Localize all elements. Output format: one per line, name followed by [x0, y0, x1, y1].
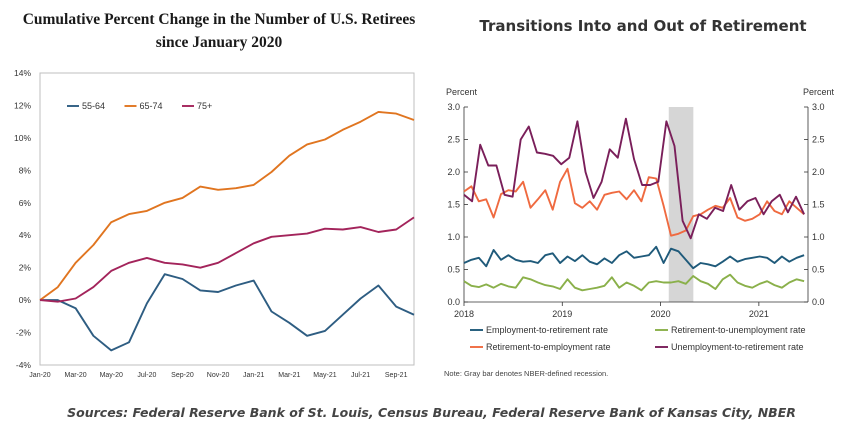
left-y-tick-label: 8%: [19, 165, 32, 175]
right-y-tick-label-left: 2.5: [447, 135, 460, 145]
series-line-55-64: [40, 273, 415, 352]
left-x-tick-label: Mar-20: [65, 372, 87, 379]
right-y-tick-label-left: 2.0: [447, 167, 460, 177]
right-y-tick-label-right: 2.5: [812, 135, 825, 145]
left-x-tick-label: Jan-21: [243, 372, 265, 379]
legend-label-employment-to-retirement-rate: Employment-to-retirement rate: [486, 325, 608, 335]
right-chart: Percent Percent 0.0 0.0 0.5 0.5 1.0 1.0 1.5 1.5 2.…: [444, 87, 835, 378]
left-x-tick-label: Mar-21: [278, 372, 300, 379]
left-y-tick-label: -4%: [16, 360, 32, 370]
right-chart-title: Transitions Into and Out of Retirement: [479, 17, 807, 35]
series-line-65-74: [39, 110, 415, 301]
sources-footer: Sources: Federal Reserve Bank of St. Lou…: [67, 405, 796, 420]
right-y-tick-label-left: 0.5: [447, 265, 460, 275]
series-line-retirement-to-unemployment-rate: [463, 273, 805, 292]
left-chart: 14% 12% 10% 8% 6% 4% 2% 0% -2% -4% Jan-20 Mar-20 May…: [14, 68, 415, 379]
left-y-tick-label: 0%: [19, 295, 32, 305]
legend-label-retirement-to-employment-rate: Retirement-to-employment rate: [486, 342, 611, 352]
right-y-tick-label-left: 3.0: [447, 102, 460, 112]
left-plot-frame: [39, 72, 415, 366]
right-y-tick-label-left: 0.0: [447, 297, 460, 307]
right-y-tick-label-left: 1.5: [447, 200, 460, 210]
left-y-tick-label: 14%: [14, 68, 31, 78]
left-x-tick-label: Sep-21: [385, 372, 408, 379]
legend-label-75: 75+: [197, 101, 212, 111]
left-y-tick-label: 10%: [14, 133, 31, 143]
series-line-unemployment-to-retirement-rate: [463, 117, 805, 240]
left-chart-title-line1: Cumulative Percent Change in the Number …: [22, 11, 416, 28]
left-y-tick-label: 4%: [19, 230, 32, 240]
left-x-tick-label: Jul-20: [137, 372, 156, 379]
recession-note: Note: Gray bar denotes NBER-defined rece…: [444, 369, 608, 378]
left-y-tick-label: -2%: [16, 328, 32, 338]
right-y-tick-label-right: 1.5: [812, 200, 825, 210]
left-y-tick-label: 12%: [14, 100, 31, 110]
legend-label-55-64: 55-64: [82, 101, 105, 111]
legend-label-unemployment-to-retirement-rate: Unemployment-to-retirement rate: [671, 342, 804, 352]
legend-label-65-74: 65-74: [140, 101, 163, 111]
left-chart-title-line2: since January 2020: [155, 34, 283, 51]
right-y-tick-label-right: 2.0: [812, 167, 825, 177]
right-y-tick-label-right: 3.0: [812, 102, 825, 112]
series-line-retirement-to-employment-rate: [463, 167, 805, 237]
right-y-tick-label-right: 1.0: [812, 232, 825, 242]
left-x-tick-label: Jan-20: [29, 372, 51, 379]
left-y-tick-label: 6%: [19, 198, 32, 208]
left-y-tick-label: 2%: [19, 263, 32, 273]
left-chart-title: Cumulative Percent Change in the Number …: [14, 8, 424, 54]
legend-label-retirement-to-unemployment-rate: Retirement-to-unemployment rate: [671, 325, 806, 335]
right-y-tick-label-right: 0.5: [812, 265, 825, 275]
left-x-tick-label: May-20: [100, 372, 123, 379]
left-x-tick-label: May-21: [313, 372, 336, 379]
right-x-tick-label: 2021: [749, 309, 769, 319]
right-y-label-left: Percent: [446, 87, 478, 97]
left-x-tick-label: Jul-21: [351, 372, 370, 379]
right-y-tick-label-left: 1.0: [447, 232, 460, 242]
series-line-employment-to-retirement-rate: [463, 245, 805, 270]
right-x-tick-label: 2020: [651, 309, 671, 319]
series-line-75: [39, 216, 415, 303]
left-x-tick-label: Sep-20: [171, 372, 194, 379]
right-x-tick-label: 2018: [454, 309, 474, 319]
left-x-tick-label: Nov-20: [207, 372, 230, 379]
right-y-tick-label-right: 0.0: [812, 297, 825, 307]
right-x-tick-label: 2019: [552, 309, 572, 319]
right-y-label-right: Percent: [803, 87, 835, 97]
